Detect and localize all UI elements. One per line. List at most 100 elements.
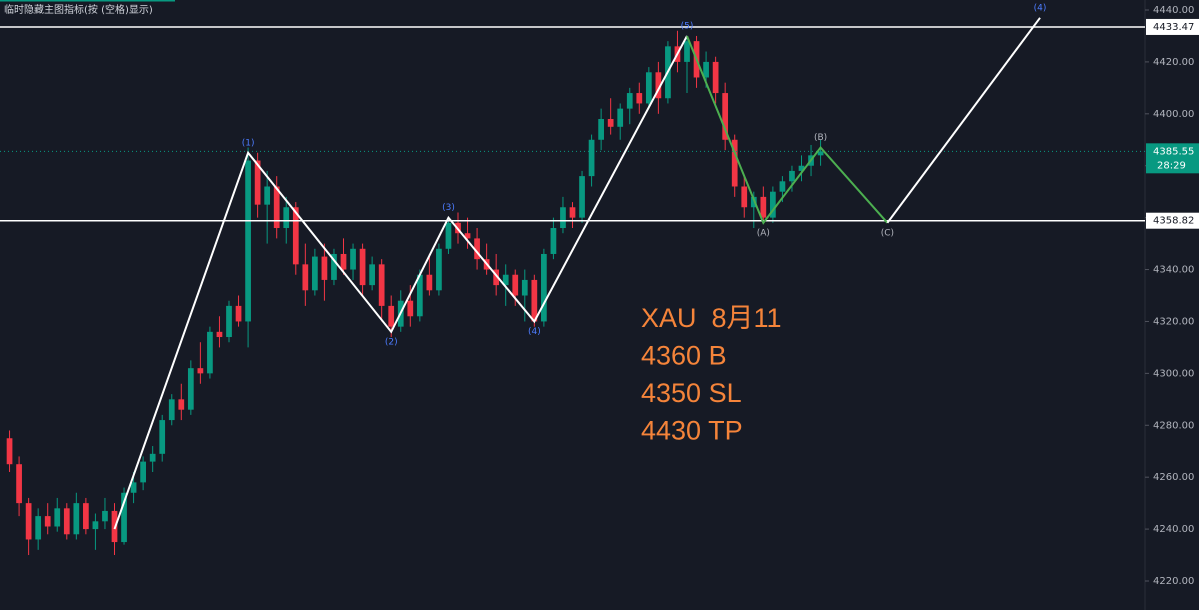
hidden-indicator-note: 临时隐藏主图指标(按 (空格)显示) — [4, 3, 153, 16]
candle-body — [73, 503, 80, 535]
candle-body — [216, 331, 223, 338]
candle-body — [312, 256, 318, 291]
current-price-label: 4385.55 — [1153, 146, 1194, 157]
wave-label: (B) — [814, 133, 827, 143]
y-tick-label: 4220.00 — [1153, 576, 1194, 587]
candle-body — [817, 151, 824, 156]
current-price-box — [1146, 143, 1199, 174]
wave-label: (1) — [242, 138, 255, 148]
candle-body — [292, 207, 299, 265]
wave-label: (3) — [442, 203, 455, 213]
price-label-box — [1146, 212, 1199, 229]
y-tick-label: 4320.00 — [1153, 316, 1194, 327]
candle-body — [187, 368, 194, 410]
candle-body — [521, 279, 528, 296]
candle-body — [655, 72, 662, 99]
candle-body — [245, 160, 251, 322]
candle-body — [130, 482, 137, 493]
wave-line — [686, 35, 889, 225]
candle-body — [789, 170, 795, 182]
candle-body — [684, 41, 690, 62]
candle-body — [407, 300, 414, 317]
countdown-label: 28:29 — [1157, 160, 1186, 171]
candle-body — [140, 461, 146, 483]
wave-label: (C) — [881, 228, 894, 238]
candle-body — [369, 264, 375, 286]
candle-body — [636, 93, 643, 104]
candle-body — [645, 72, 652, 104]
candle-body — [607, 119, 614, 127]
candle-body — [731, 139, 738, 187]
candle-body — [426, 274, 433, 291]
candle-body — [197, 368, 204, 374]
y-tick-label: 4400.00 — [1153, 109, 1194, 120]
candle-body — [474, 238, 480, 260]
candle-body — [626, 93, 633, 109]
y-tick-label: 4260.00 — [1153, 472, 1194, 483]
wave-line — [113, 35, 688, 530]
candle-body — [6, 438, 13, 465]
candle-body — [283, 207, 290, 229]
annotation-text: 4360 B — [641, 341, 727, 371]
candle-body — [121, 492, 127, 543]
candle-body — [770, 191, 776, 218]
price-label-box — [1146, 18, 1199, 35]
candle-body — [149, 453, 156, 462]
candle-body — [579, 176, 585, 218]
candle-body — [16, 464, 22, 504]
candle-body — [541, 253, 547, 322]
candle-body — [779, 181, 786, 192]
candle-body — [531, 279, 538, 322]
candle-body — [741, 186, 748, 208]
candle-body — [63, 508, 70, 535]
y-tick-label: 4420.00 — [1153, 57, 1194, 68]
y-tick-label: 4340.00 — [1153, 265, 1194, 276]
candle-body — [416, 274, 423, 317]
annotation-text: XAU 8月11 — [641, 303, 782, 333]
candle-body — [388, 305, 395, 327]
candle-body — [359, 248, 366, 286]
y-tick-label: 4300.00 — [1153, 368, 1194, 379]
price-label: 4433.47 — [1153, 22, 1194, 33]
candle-body — [92, 521, 99, 530]
wave-line — [886, 17, 1041, 224]
y-tick-label: 4240.00 — [1153, 524, 1194, 535]
candle-body — [722, 93, 729, 140]
wave-label: (4) — [528, 327, 541, 337]
candle-body — [226, 305, 232, 338]
candle-body — [550, 228, 557, 254]
candle-body — [207, 331, 213, 374]
candle-body — [302, 264, 309, 291]
candle-body — [54, 508, 61, 527]
candle-body — [44, 516, 51, 527]
y-tick-label: 4440.00 — [1153, 5, 1194, 16]
candle-body — [512, 274, 519, 296]
candle-body — [436, 248, 442, 291]
candle-body — [760, 196, 767, 218]
candle-body — [712, 61, 719, 94]
candle-body — [321, 256, 328, 280]
candle-body — [102, 510, 108, 522]
candle-body — [502, 274, 509, 286]
y-tick-label: 4280.00 — [1153, 420, 1194, 431]
candle-body — [25, 503, 32, 540]
candle-body — [168, 399, 175, 421]
candle-body — [569, 207, 576, 218]
candle-body — [350, 248, 356, 270]
candle-body — [254, 160, 261, 205]
candle-body — [703, 61, 709, 78]
candle-body — [445, 222, 452, 249]
candle-body — [598, 119, 604, 140]
candle-body — [35, 516, 42, 540]
candle-body — [331, 253, 337, 280]
wave-label: (4) — [1034, 3, 1047, 13]
candle-body — [560, 207, 566, 229]
candle-body — [464, 233, 471, 239]
candle-body — [83, 503, 89, 530]
candle-body — [273, 186, 280, 229]
wave-label: (5) — [681, 21, 694, 31]
candle-body — [493, 269, 500, 286]
